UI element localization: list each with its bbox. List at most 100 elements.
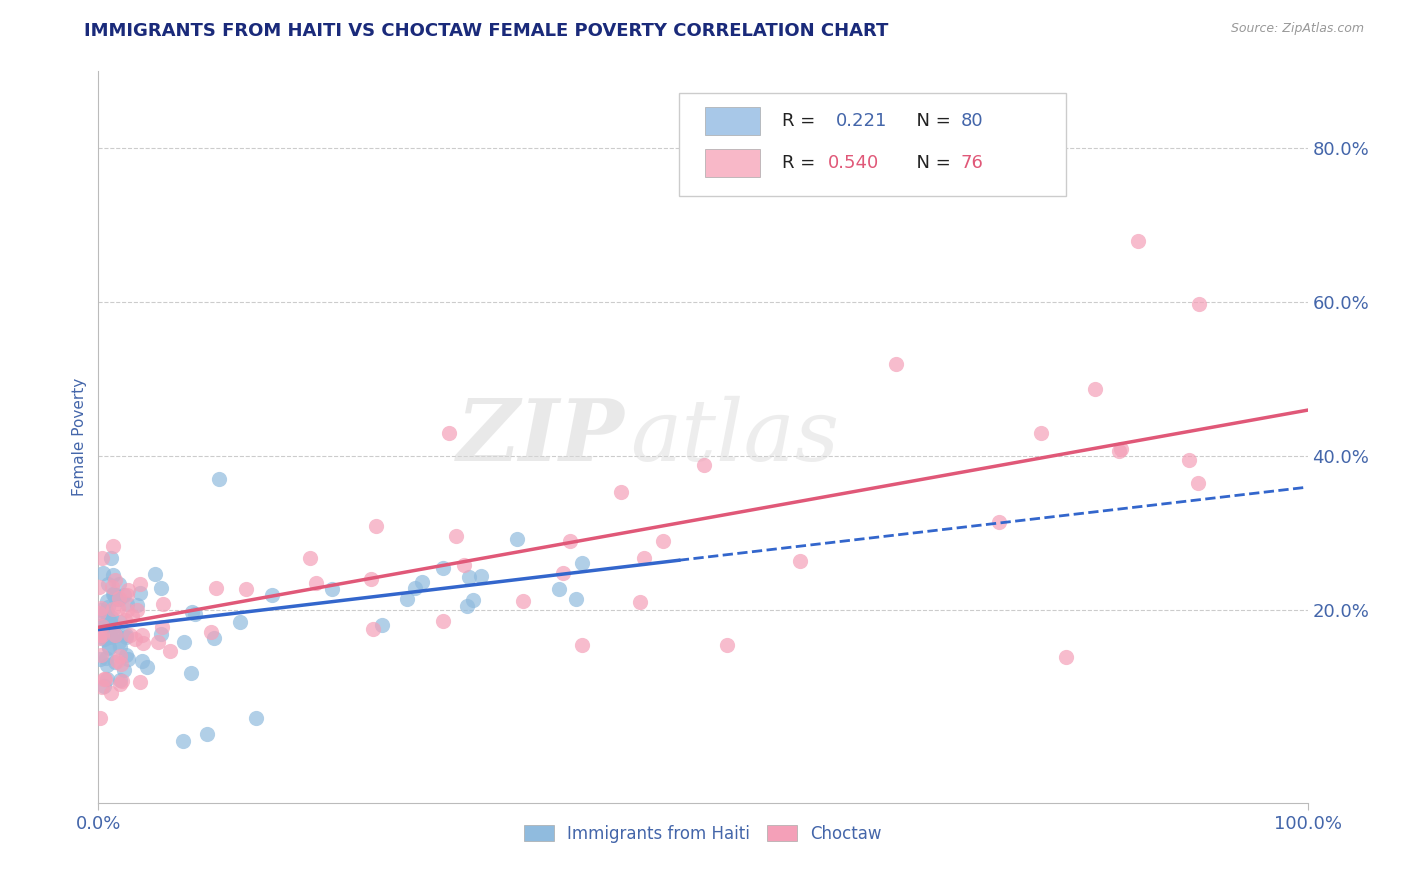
Point xyxy=(111,674,134,689)
Point xyxy=(103,620,125,634)
Text: atlas: atlas xyxy=(630,396,839,478)
Point xyxy=(98,640,121,654)
Point xyxy=(89,631,111,645)
Point xyxy=(432,561,454,575)
Point xyxy=(90,601,112,615)
Point xyxy=(152,620,174,634)
Point xyxy=(89,651,111,665)
Text: Source: ZipAtlas.com: Source: ZipAtlas.com xyxy=(1230,22,1364,36)
Point xyxy=(110,615,132,629)
Point xyxy=(1054,649,1077,664)
Point xyxy=(208,472,231,486)
Point xyxy=(115,630,138,644)
Text: 76: 76 xyxy=(960,153,983,172)
Point xyxy=(129,674,152,689)
Text: R =: R = xyxy=(782,153,821,172)
Point xyxy=(202,631,225,645)
Point xyxy=(117,583,139,598)
Point xyxy=(90,628,112,642)
Point xyxy=(115,648,138,663)
Point xyxy=(1188,297,1211,311)
Point xyxy=(104,592,127,607)
Point xyxy=(1178,452,1201,467)
Point xyxy=(628,595,651,609)
Point xyxy=(93,632,115,646)
Point xyxy=(547,582,569,597)
Point xyxy=(104,655,127,669)
Point xyxy=(229,615,252,630)
Point xyxy=(100,624,122,639)
Point xyxy=(100,630,122,644)
Point xyxy=(1187,475,1209,490)
Point xyxy=(91,680,114,694)
Point xyxy=(91,566,114,580)
Point xyxy=(131,628,153,642)
Point xyxy=(112,588,135,602)
Point xyxy=(437,426,460,441)
Point xyxy=(128,586,150,600)
Point xyxy=(506,532,529,546)
Point xyxy=(181,605,204,619)
Point xyxy=(101,587,124,601)
Point xyxy=(100,686,122,700)
Bar xyxy=(706,107,759,135)
Point xyxy=(571,638,593,652)
Point xyxy=(93,679,115,693)
Point xyxy=(456,599,478,613)
Point xyxy=(609,484,631,499)
Point xyxy=(200,624,222,639)
Point xyxy=(360,572,382,586)
Text: N =: N = xyxy=(905,153,956,172)
Text: N =: N = xyxy=(905,112,956,130)
Text: 0.221: 0.221 xyxy=(837,112,887,130)
Point xyxy=(89,607,111,621)
Point xyxy=(180,666,202,681)
Point xyxy=(262,588,284,602)
Point xyxy=(305,576,328,591)
Point xyxy=(127,602,149,616)
Point xyxy=(90,648,112,663)
Point xyxy=(159,644,181,658)
Point xyxy=(1109,442,1132,456)
Bar xyxy=(706,149,759,177)
Point xyxy=(512,594,534,608)
Point xyxy=(94,651,117,665)
Point xyxy=(94,604,117,618)
Point xyxy=(100,551,122,566)
Point xyxy=(104,590,127,604)
Point xyxy=(693,458,716,472)
Point xyxy=(104,627,127,641)
Point xyxy=(115,603,138,617)
Point xyxy=(633,550,655,565)
Point xyxy=(150,626,173,640)
Point xyxy=(107,601,129,615)
Point xyxy=(128,577,150,591)
Point xyxy=(107,576,129,591)
Point xyxy=(103,628,125,642)
Y-axis label: Female Poverty: Female Poverty xyxy=(72,378,87,496)
Bar xyxy=(679,94,1066,195)
Point xyxy=(371,618,394,632)
Point xyxy=(461,593,484,607)
Point xyxy=(195,726,218,740)
Point xyxy=(124,632,146,646)
Point xyxy=(115,588,138,602)
Text: ZIP: ZIP xyxy=(457,395,624,479)
Point xyxy=(143,567,166,582)
Text: 80: 80 xyxy=(960,112,983,130)
Point xyxy=(97,576,120,591)
Point xyxy=(112,663,135,677)
Point xyxy=(411,575,433,590)
Point xyxy=(93,672,115,686)
Point xyxy=(789,554,811,568)
Point xyxy=(96,658,118,673)
Point xyxy=(115,628,138,642)
Point xyxy=(1084,382,1107,396)
Point xyxy=(115,598,138,612)
Point xyxy=(108,635,131,649)
Point xyxy=(101,580,124,594)
Point xyxy=(100,616,122,631)
Point xyxy=(96,594,118,608)
Point xyxy=(404,581,426,595)
Point xyxy=(100,609,122,624)
